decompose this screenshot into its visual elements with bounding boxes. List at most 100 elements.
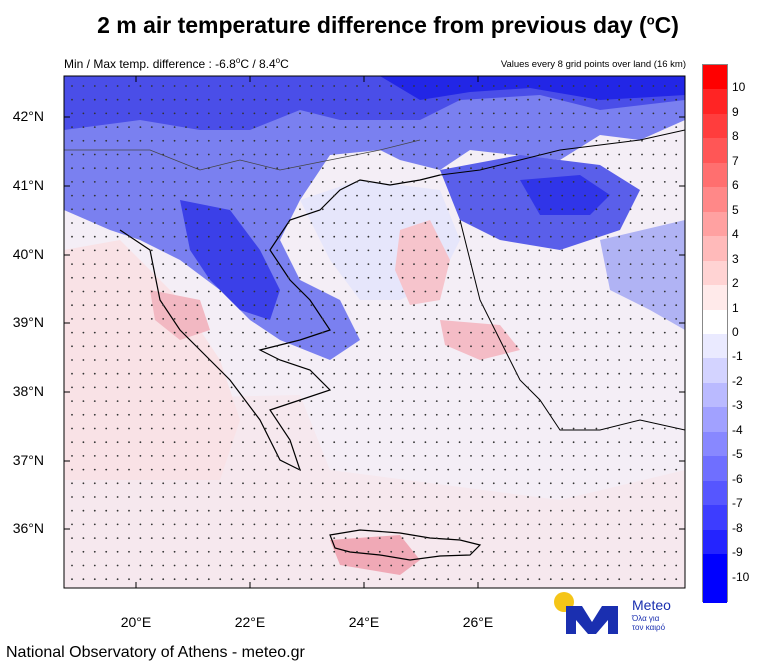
grid-dot <box>242 167 244 170</box>
grid-dot <box>492 263 495 265</box>
grid-dot <box>128 372 130 375</box>
grid-dot <box>663 276 666 279</box>
grid-dot <box>128 550 130 553</box>
grid-dot <box>185 482 187 485</box>
grid-dot <box>527 222 529 224</box>
grid-dot <box>549 537 552 539</box>
grid-dot <box>367 359 370 361</box>
grid-dot <box>71 482 73 485</box>
grid-dot <box>356 468 358 471</box>
grid-dot <box>310 153 313 156</box>
grid-dot <box>242 304 244 307</box>
grid-dot <box>105 496 108 498</box>
grid-dot <box>504 413 507 416</box>
grid-dot <box>515 578 518 581</box>
grid-dot <box>333 181 336 183</box>
grid-dot <box>675 98 678 101</box>
grid-dot <box>424 509 427 512</box>
grid-dot <box>413 98 415 101</box>
grid-dot <box>299 98 301 101</box>
grid-dot <box>93 181 96 183</box>
grid-dot <box>390 98 393 101</box>
grid-dot <box>629 153 632 156</box>
grid-dot <box>287 372 290 375</box>
grid-dot <box>470 441 472 444</box>
grid-dot <box>549 509 552 512</box>
grid-dot <box>515 400 518 402</box>
grid-dot <box>82 509 85 512</box>
grid-dot <box>321 276 324 279</box>
grid-dot <box>185 496 187 498</box>
grid-dot <box>378 482 381 485</box>
grid-dot <box>470 496 472 498</box>
grid-dot <box>185 139 187 142</box>
grid-dot <box>515 235 518 238</box>
grid-dot <box>584 126 586 128</box>
grid-dot <box>344 523 347 526</box>
grid-dot <box>641 564 643 567</box>
grid-dot <box>196 112 199 115</box>
grid-dot <box>299 413 301 416</box>
grid-dot <box>253 441 256 444</box>
grid-dot <box>344 290 347 293</box>
grid-dot <box>356 441 358 444</box>
grid-dot <box>515 263 518 265</box>
grid-dot <box>287 331 290 334</box>
colorbar-cell <box>703 187 727 212</box>
grid-dot <box>492 304 495 307</box>
grid-dot <box>378 304 381 307</box>
grid-dot <box>549 386 552 389</box>
grid-dot <box>344 194 347 197</box>
grid-dot <box>435 455 438 457</box>
grid-dot <box>629 441 632 444</box>
grid-dot <box>629 112 632 115</box>
grid-dot <box>276 331 279 334</box>
grid-dot <box>538 263 541 265</box>
grid-dot <box>356 564 358 567</box>
cold-east-edge <box>600 220 685 330</box>
grid-dot <box>82 208 85 211</box>
grid-dot <box>481 345 484 348</box>
grid-dot <box>390 455 393 457</box>
grid-dot <box>424 386 427 389</box>
colorbar-cell <box>703 456 727 481</box>
grid-dot <box>481 578 484 581</box>
grid-dot <box>82 359 85 361</box>
grid-dot <box>572 550 575 553</box>
grid-dot <box>470 455 472 457</box>
grid-dot <box>378 468 381 471</box>
grid-dot <box>424 167 427 170</box>
grid-dot <box>572 413 575 416</box>
grid-dot <box>116 167 119 170</box>
grid-dot <box>606 235 609 238</box>
grid-dot <box>105 98 108 101</box>
grid-dot <box>470 372 472 375</box>
grid-dot <box>196 400 199 402</box>
grid-dot <box>561 345 564 348</box>
grid-dot <box>504 194 507 197</box>
grid-dot <box>139 331 142 334</box>
grid-dot <box>207 345 210 348</box>
grid-dot <box>276 85 279 87</box>
grid-dot <box>424 112 427 115</box>
grid-dot <box>128 413 130 416</box>
grid-dot <box>458 468 461 471</box>
grid-dot <box>321 345 324 348</box>
grid-dot <box>618 153 621 156</box>
grid-dot <box>264 249 267 252</box>
grid-dot <box>230 550 233 553</box>
grid-dot <box>105 318 108 320</box>
grid-dot <box>538 372 541 375</box>
grid-dot <box>333 276 336 279</box>
grid-dot <box>310 276 313 279</box>
grid-dot <box>105 167 108 170</box>
grid-dot <box>538 222 541 224</box>
grid-dot <box>458 386 461 389</box>
colorbar-cell <box>703 236 727 261</box>
grid-dot <box>515 564 518 567</box>
grid-dot <box>435 126 438 128</box>
grid-dot <box>116 194 119 197</box>
grid-dot <box>299 249 301 252</box>
grid-dot <box>390 509 393 512</box>
grid-dot <box>481 194 484 197</box>
